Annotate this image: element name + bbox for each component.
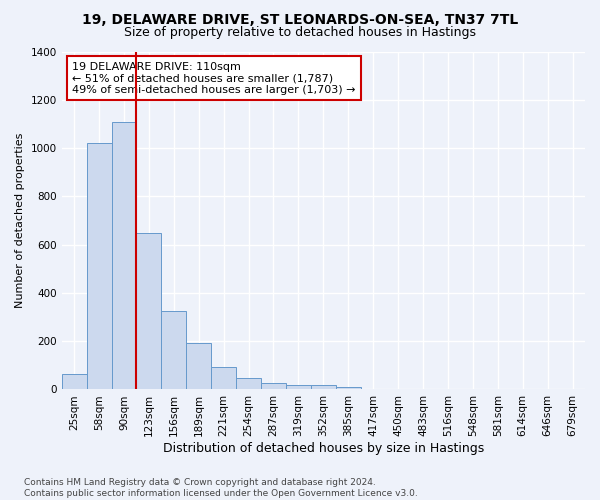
Text: Contains HM Land Registry data © Crown copyright and database right 2024.
Contai: Contains HM Land Registry data © Crown c… [24, 478, 418, 498]
Bar [136, 232, 161, 390]
Bar [336, 386, 361, 390]
Y-axis label: Number of detached properties: Number of detached properties [15, 133, 25, 308]
Bar [236, 378, 261, 390]
Bar [286, 384, 311, 390]
Bar [186, 343, 211, 390]
Bar [261, 384, 286, 390]
X-axis label: Distribution of detached houses by size in Hastings: Distribution of detached houses by size … [163, 442, 484, 455]
Bar [62, 374, 86, 390]
Bar [112, 122, 136, 390]
Text: 19 DELAWARE DRIVE: 110sqm
← 51% of detached houses are smaller (1,787)
49% of se: 19 DELAWARE DRIVE: 110sqm ← 51% of detac… [72, 62, 356, 95]
Bar [211, 366, 236, 390]
Bar [86, 143, 112, 390]
Text: 19, DELAWARE DRIVE, ST LEONARDS-ON-SEA, TN37 7TL: 19, DELAWARE DRIVE, ST LEONARDS-ON-SEA, … [82, 12, 518, 26]
Bar [161, 311, 186, 390]
Bar [311, 385, 336, 390]
Text: Size of property relative to detached houses in Hastings: Size of property relative to detached ho… [124, 26, 476, 39]
